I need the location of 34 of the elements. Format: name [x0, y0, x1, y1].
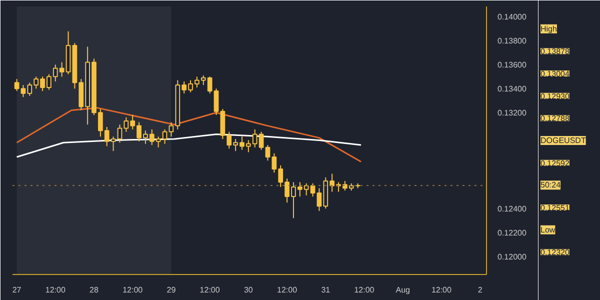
text: 0.13878 — [540, 47, 570, 56]
y-tick-label: 0.12400 — [498, 204, 527, 214]
x-tick-label: 29 — [166, 286, 176, 294]
x-tick-label: 12:00 — [277, 286, 298, 294]
text: 0.12930 — [540, 92, 570, 101]
x-tick-label: Aug — [396, 286, 410, 294]
y-tick-label: 0.13200 — [498, 108, 527, 118]
y-tick-label: 0.13400 — [498, 84, 527, 94]
y-tick-label: 0.13600 — [498, 60, 527, 70]
y-tick-label: 0.12000 — [498, 252, 527, 262]
y-tick-label: 0.12200 — [498, 228, 527, 238]
x-tick-label: 28 — [90, 286, 99, 294]
text: 0.12320 — [540, 248, 570, 258]
candlestick — [14, 78, 20, 92]
text: Low — [540, 225, 556, 234]
text: DOGEUSDT — [540, 136, 586, 145]
text: 0.12592 — [540, 158, 570, 168]
text: High — [540, 24, 557, 34]
x-tick-label: 27 — [12, 286, 22, 294]
y-tick-label: 0.14000 — [498, 12, 527, 22]
text: 0.12788 — [540, 114, 570, 124]
x-tick-label: 12:00 — [200, 286, 220, 294]
x-tick-label: 2 — [478, 286, 483, 294]
text: 0.13004 — [540, 70, 570, 78]
x-tick-label: 31 — [321, 286, 331, 294]
y-tick-label: 0.13800 — [498, 36, 527, 46]
text: 0.12551 — [540, 204, 570, 212]
x-tick-label: 30 — [244, 286, 254, 294]
x-tick-label: 12:00 — [354, 286, 375, 294]
x-tick-label: 12:00 — [45, 286, 66, 294]
x-tick-label: 12:00 — [431, 286, 452, 294]
candlestick — [117, 124, 122, 144]
text: 50:24 — [540, 180, 562, 190]
x-tick-label: 12:00 — [122, 286, 144, 294]
